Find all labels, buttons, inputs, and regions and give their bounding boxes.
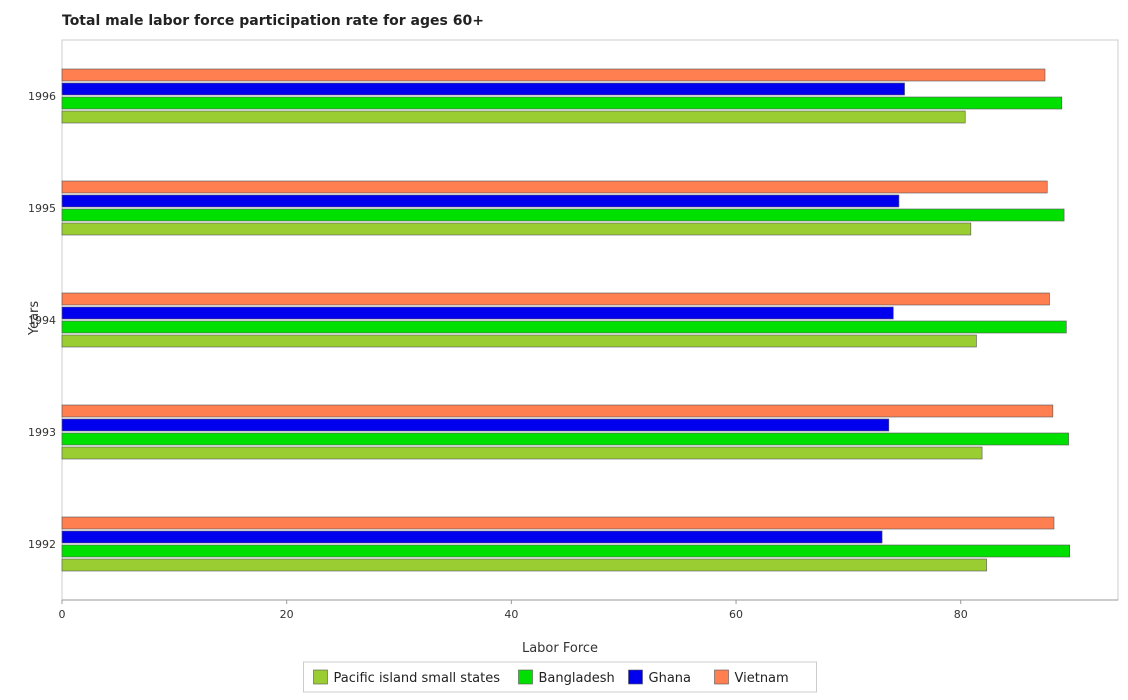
legend-label: Vietnam bbox=[735, 671, 789, 686]
plot-frame bbox=[61, 39, 1119, 601]
bar-pacific-island-small-states-1995 bbox=[61, 222, 972, 236]
x-tick-label: 40 bbox=[504, 608, 518, 621]
legend-frame bbox=[303, 661, 817, 693]
bar-ghana-1995 bbox=[61, 194, 900, 208]
bar-pacific-island-small-states-1993 bbox=[61, 446, 983, 460]
legend-label: Bangladesh bbox=[539, 671, 615, 686]
legend-item-vietnam: Vietnam bbox=[714, 669, 789, 686]
legend-item-bangladesh: Bangladesh bbox=[518, 669, 615, 686]
legend-swatch bbox=[714, 669, 729, 685]
y-tick-label: 1994 bbox=[28, 314, 56, 327]
y-tick-label: 1993 bbox=[28, 426, 56, 439]
x-axis: 0 20 40 60 80 bbox=[59, 599, 1118, 621]
bar-vietnam-1995 bbox=[61, 180, 1048, 194]
bar-vietnam-1996 bbox=[61, 68, 1046, 82]
bar-ghana-1994 bbox=[61, 306, 894, 320]
legend-item-ghana: Ghana bbox=[628, 669, 692, 686]
y-tick-label: 1996 bbox=[28, 90, 56, 103]
bar-ghana-1992 bbox=[61, 530, 883, 544]
bar-bangladesh-1994 bbox=[61, 320, 1067, 334]
y-axis-label: Years bbox=[27, 301, 42, 337]
x-tick-label: 60 bbox=[729, 608, 743, 621]
bar-pacific-island-small-states-1996 bbox=[61, 110, 966, 124]
x-tick-label: 20 bbox=[280, 608, 294, 621]
bar-pacific-island-small-states-1994 bbox=[61, 334, 977, 348]
legend-label: Pacific island small states bbox=[334, 671, 501, 686]
bar-ghana-1993 bbox=[61, 418, 890, 432]
plot-area bbox=[61, 39, 1119, 601]
legend-swatch bbox=[313, 669, 328, 685]
legend-label: Ghana bbox=[649, 671, 692, 686]
bar-bangladesh-1993 bbox=[61, 432, 1069, 446]
legend-swatch bbox=[628, 669, 643, 685]
bar-ghana-1996 bbox=[61, 82, 905, 96]
bar-bangladesh-1996 bbox=[61, 96, 1063, 110]
bar-bangladesh-1992 bbox=[61, 544, 1070, 558]
bar-vietnam-1994 bbox=[61, 292, 1050, 306]
legend-item-pacific-island-small-states: Pacific island small states bbox=[313, 669, 501, 686]
legend-swatch bbox=[518, 669, 533, 685]
y-tick-label: 1992 bbox=[28, 538, 56, 551]
bar-vietnam-1993 bbox=[61, 404, 1054, 418]
chart-title: Total male labor force participation rat… bbox=[62, 13, 484, 29]
y-tick-label: 1995 bbox=[28, 202, 56, 215]
legend: Pacific island small states Bangladesh Gha… bbox=[303, 661, 817, 693]
bar-bangladesh-1995 bbox=[61, 208, 1065, 222]
bar-pacific-island-small-states-1992 bbox=[61, 558, 987, 572]
y-axis: 1992 1993 1994 1995 1996 bbox=[28, 90, 56, 551]
x-axis-label: Labor Force bbox=[522, 641, 598, 656]
x-tick-label: 0 bbox=[59, 608, 66, 621]
bar-vietnam-1992 bbox=[61, 516, 1055, 530]
x-tick-label: 80 bbox=[954, 608, 968, 621]
